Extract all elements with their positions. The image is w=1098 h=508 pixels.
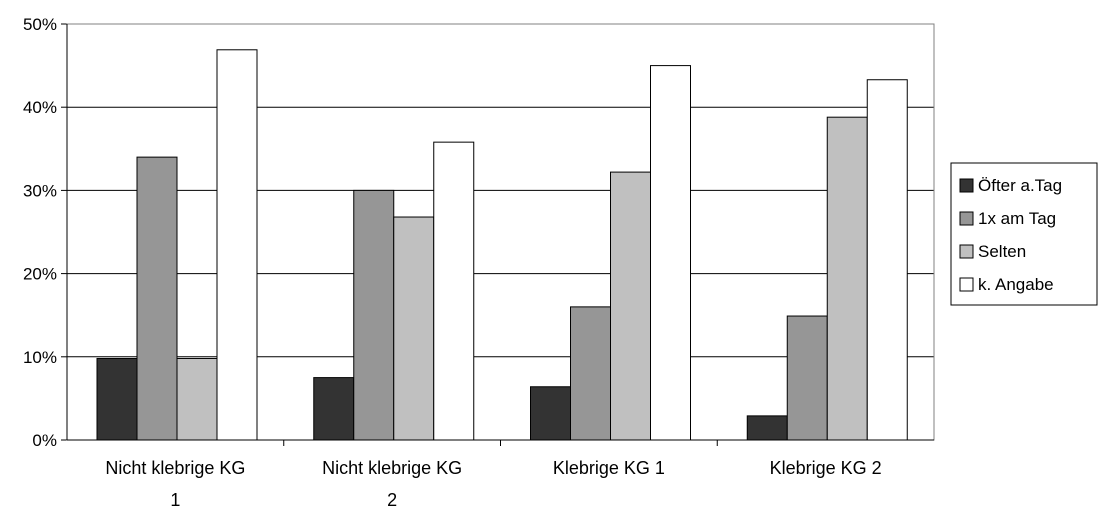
bar [216,49,258,441]
y-tick-label: 20% [23,265,57,284]
legend: Öfter a.Tag 1x am Tag Selten k. Angabe [950,162,1098,306]
y-tick-label: 30% [23,181,57,200]
bar [650,65,691,441]
bar [826,116,868,441]
y-tick-label: 0% [32,431,57,450]
bar [570,306,611,441]
bar [136,156,178,441]
y-tick-label: 10% [23,348,57,367]
legend-label: k. Angabe [978,275,1054,294]
legend-box [950,162,1098,306]
bar [786,315,828,441]
bar [866,79,908,441]
x-category-label: Nicht klebrige KG [322,458,462,478]
bar [393,216,435,441]
legend-swatch [959,211,974,226]
bar [530,386,571,441]
legend-swatch [959,244,974,259]
x-category-labels: Nicht klebrige KG 1 Nicht klebrige KG 2 Kleb… [105,458,881,508]
x-category-label: Nicht klebrige KG [105,458,245,478]
x-category-label: 1 [170,490,180,508]
x-category-label: 2 [387,490,397,508]
bars [96,49,908,441]
bar [176,357,218,441]
legend-label: 1x am Tag [978,209,1056,228]
axes [61,23,935,446]
legend-swatch [959,178,974,193]
bar [96,357,138,441]
bar [610,171,651,441]
x-category-label: Klebrige KG 2 [770,458,882,478]
legend-label: Öfter a.Tag [978,176,1062,195]
y-tick-label: 50% [23,15,57,34]
y-tick-label: 40% [23,98,57,117]
bar [353,189,395,441]
x-category-label: Klebrige KG 1 [553,458,665,478]
y-tick-labels: 0% 10% 20% 30% 40% 50% [23,15,57,450]
legend-label: Selten [978,242,1026,261]
legend-swatch [959,277,974,292]
gridlines [67,23,934,358]
bar [313,377,355,441]
bar [746,415,788,441]
bar [433,141,475,441]
